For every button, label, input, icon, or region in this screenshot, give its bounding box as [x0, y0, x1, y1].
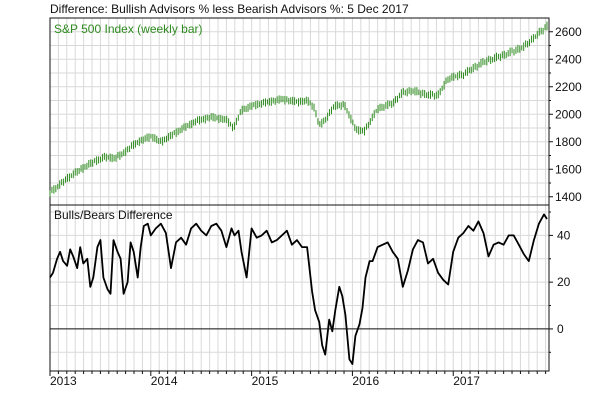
price-panel-label: S&P 500 Index (weekly bar) — [54, 22, 203, 36]
price-y-tick-label: 2600 — [555, 25, 582, 39]
year-tick-label: 2016 — [352, 374, 379, 388]
year-tick-label: 2015 — [252, 374, 279, 388]
price-panel-grid — [49, 18, 549, 205]
price-y-tick-label: 2000 — [555, 107, 582, 121]
difference-y-tick-label: 0 — [557, 322, 564, 336]
difference-axis-labels: 0 20 40 — [549, 211, 571, 353]
difference-series-line — [49, 213, 548, 365]
year-tick-label: 2014 — [151, 374, 178, 388]
price-panel-frame — [49, 17, 550, 206]
difference-panel-label: Bulls/Bears Difference — [54, 208, 173, 222]
difference-series-group — [49, 213, 549, 365]
price-y-tick-label: 2400 — [555, 52, 582, 66]
difference-panel-grid — [49, 205, 549, 371]
year-tick-label: 2017 — [453, 374, 480, 388]
difference-y-tick-label: 20 — [557, 275, 571, 289]
price-y-tick-label: 1800 — [555, 135, 582, 149]
difference-y-tick-label: 40 — [557, 228, 571, 242]
price-y-tick-label: 1600 — [555, 162, 582, 176]
time-axis-labels: 2013 2014 2015 2016 2017 — [49, 371, 547, 388]
difference-panel-frame — [49, 204, 550, 372]
price-y-tick-label: 2200 — [555, 80, 582, 94]
price-y-tick-label: 1400 — [555, 190, 582, 204]
year-tick-label: 2013 — [50, 374, 77, 388]
chart-title: Difference: Bullish Advisors % less Bear… — [50, 2, 409, 16]
price-series-group — [49, 21, 548, 197]
price-axis-labels: 1400 1600 1800 2000 2200 2400 2600 — [549, 25, 582, 204]
